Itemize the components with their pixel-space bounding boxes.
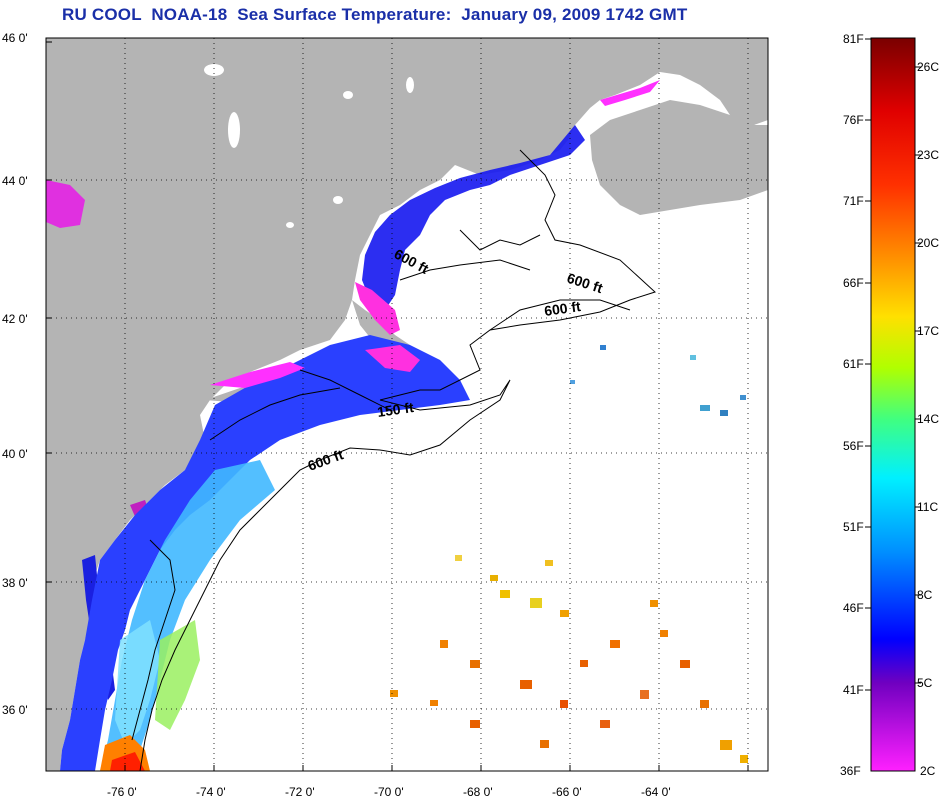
sst-gulf-stream-patches bbox=[390, 345, 748, 763]
sst-magenta-maine bbox=[600, 80, 660, 106]
colorbar-f-label-71: 71F bbox=[843, 194, 864, 208]
sst-magenta-south-mass bbox=[365, 345, 420, 372]
tick-marks bbox=[46, 41, 749, 771]
colorbar-f-label-41: 41F bbox=[843, 683, 864, 697]
lon-label-70: -70 0' bbox=[374, 785, 404, 799]
contour-label-150ft: 150 ft bbox=[376, 399, 415, 420]
colorbar-c-label-26: 26C bbox=[917, 60, 939, 74]
lon-label-64: -64 0' bbox=[641, 785, 671, 799]
colorbar-f-label-36: 36F bbox=[840, 764, 861, 778]
inland-water bbox=[204, 64, 414, 228]
colorbar bbox=[870, 37, 916, 772]
colorbar-c-label-20: 20C bbox=[917, 236, 939, 250]
colorbar-f-label-51: 51F bbox=[843, 520, 864, 534]
sst-light-cyan bbox=[115, 620, 160, 745]
colorbar-c-label-5: 5C bbox=[917, 676, 933, 690]
colorbar-c-label-17: 17C bbox=[917, 324, 939, 338]
depth-contours bbox=[131, 149, 656, 771]
sst-green-band bbox=[155, 620, 200, 730]
lon-label-66: -66 0' bbox=[552, 785, 582, 799]
land-nova-scotia bbox=[590, 100, 768, 215]
lat-label-36: 36 0' bbox=[2, 703, 28, 717]
colorbar-c-label-14: 14C bbox=[917, 412, 939, 426]
land-mainland bbox=[46, 38, 768, 771]
lon-label-72: -72 0' bbox=[285, 785, 315, 799]
colorbar-c-label-23: 23C bbox=[917, 148, 939, 162]
lat-label-40: 40 0' bbox=[2, 447, 28, 461]
sst-magenta-capecod bbox=[355, 282, 400, 335]
colorbar-c-label-2: 2C bbox=[920, 764, 936, 778]
contour-label-600ft-georges: 600 ft bbox=[543, 298, 582, 319]
sst-shelf-south bbox=[60, 335, 470, 771]
colorbar-f-label-66: 66F bbox=[843, 276, 864, 290]
colorbar-f-label-46: 46F bbox=[843, 601, 864, 615]
lat-label-46: 46 0' bbox=[2, 31, 28, 45]
sst-gulf-of-maine bbox=[362, 125, 585, 310]
sst-magenta-longisland bbox=[210, 362, 305, 388]
lon-label-76: -76 0' bbox=[107, 785, 137, 799]
land-cape-cod bbox=[352, 300, 410, 355]
map-frame bbox=[45, 37, 769, 772]
lat-label-42: 42 0' bbox=[2, 312, 28, 326]
colorbar-ticks bbox=[865, 38, 921, 691]
colorbar-f-label-61: 61F bbox=[843, 357, 864, 371]
map-title: RU COOL NOAA-18 Sea Surface Temperature:… bbox=[62, 5, 688, 24]
lon-label-68: -68 0' bbox=[463, 785, 493, 799]
lon-label-74: -74 0' bbox=[196, 785, 226, 799]
lat-label-38: 38 0' bbox=[2, 576, 28, 590]
sst-red-tip bbox=[110, 752, 145, 771]
lat-label-44: 44 0' bbox=[2, 174, 28, 188]
lake-ontario-edge bbox=[46, 180, 85, 228]
colorbar-f-label-56: 56F bbox=[843, 439, 864, 453]
colorbar-f-label-76: 76F bbox=[843, 113, 864, 127]
colorbar-c-label-8: 8C bbox=[917, 588, 933, 602]
colorbar-c-label-11: 11C bbox=[917, 500, 938, 514]
graticule bbox=[46, 38, 768, 771]
colorbar-f-label-81: 81F bbox=[843, 32, 864, 46]
